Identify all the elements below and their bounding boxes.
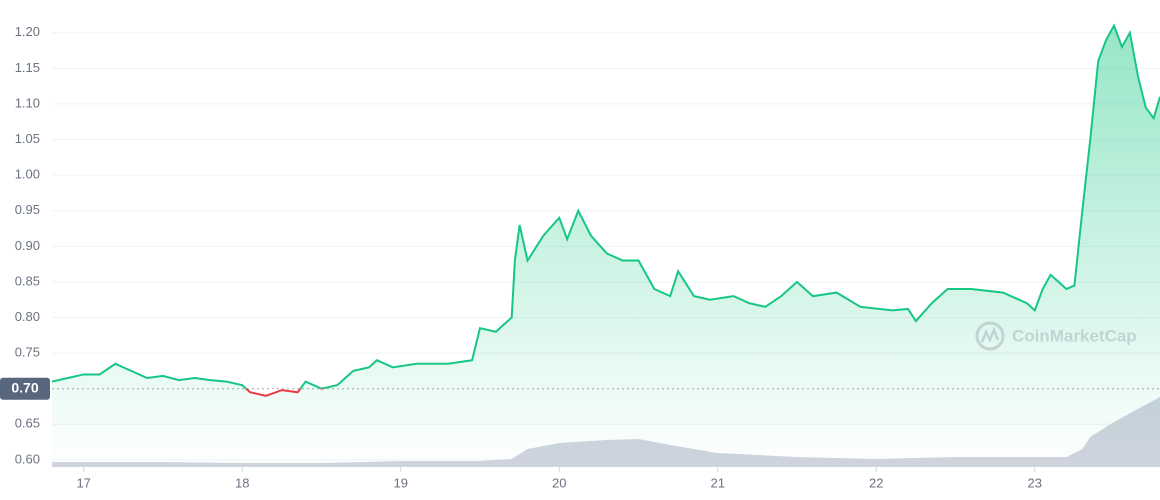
x-tick-label: 21 xyxy=(711,475,725,490)
watermark-logo-mark xyxy=(980,326,1000,344)
y-tick-label: 1.10 xyxy=(15,95,40,110)
reference-badge xyxy=(0,377,50,400)
y-tick-label: 1.00 xyxy=(15,167,40,182)
x-tick-label: 19 xyxy=(393,475,407,490)
y-tick-label: 0.80 xyxy=(15,309,40,324)
x-tick-label: 18 xyxy=(235,475,249,490)
y-tick-label: 1.05 xyxy=(15,131,40,146)
y-tick-label: 0.75 xyxy=(15,345,40,360)
reference-label: 0.70 xyxy=(11,379,38,395)
y-tick-label: 1.15 xyxy=(15,60,40,75)
y-tick-label: 0.60 xyxy=(15,451,40,466)
watermark-text: CoinMarketCap xyxy=(1012,326,1137,345)
x-tick-label: 20 xyxy=(552,475,566,490)
y-tick-label: 0.65 xyxy=(15,416,40,431)
y-tick-label: 0.95 xyxy=(15,202,40,217)
x-tick-label: 23 xyxy=(1028,475,1042,490)
y-tick-label: 0.90 xyxy=(15,238,40,253)
price-line-below xyxy=(244,388,327,397)
watermark: CoinMarketCap xyxy=(975,321,1137,351)
x-tick-label: 17 xyxy=(76,475,90,490)
y-tick-label: 0.85 xyxy=(15,273,40,288)
price-line xyxy=(51,23,1160,389)
watermark-logo xyxy=(975,321,1005,351)
y-tick-label: 1.20 xyxy=(15,24,40,39)
x-tick-label: 22 xyxy=(869,475,883,490)
price-area xyxy=(52,25,1160,467)
